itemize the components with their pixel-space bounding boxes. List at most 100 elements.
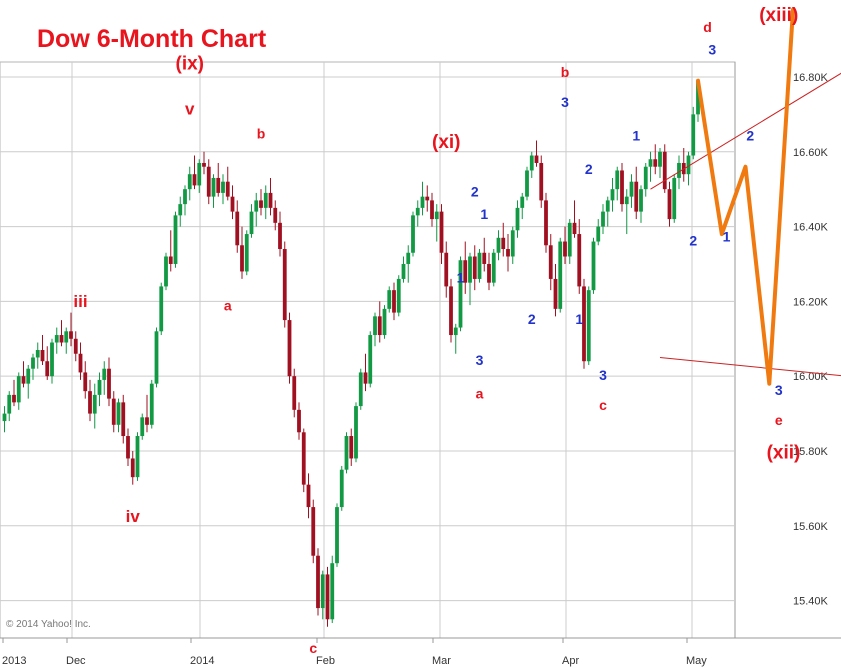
candle-body bbox=[377, 316, 382, 336]
candle bbox=[26, 364, 31, 399]
candle bbox=[425, 185, 430, 212]
candle bbox=[534, 140, 539, 167]
wave-label: 3 bbox=[708, 42, 716, 58]
candle-body bbox=[344, 436, 349, 470]
candle-body bbox=[610, 189, 615, 201]
candle-body bbox=[453, 327, 458, 336]
candle-body bbox=[567, 222, 572, 257]
candle-body bbox=[2, 413, 7, 422]
candle bbox=[634, 166, 639, 220]
candle bbox=[582, 278, 586, 369]
candle-body bbox=[40, 350, 45, 362]
candle-body bbox=[601, 211, 605, 227]
candle bbox=[529, 151, 534, 178]
candle bbox=[249, 204, 254, 238]
candle bbox=[40, 335, 45, 365]
candle-body bbox=[387, 290, 392, 309]
candle bbox=[510, 226, 515, 264]
candle-body bbox=[64, 331, 69, 343]
candle bbox=[539, 155, 544, 208]
candle bbox=[149, 379, 154, 429]
candle bbox=[206, 159, 211, 205]
candle bbox=[16, 372, 21, 410]
candle bbox=[349, 428, 354, 466]
wave-label: d bbox=[703, 19, 712, 35]
candle bbox=[292, 368, 297, 418]
candle-body bbox=[624, 196, 629, 205]
candle-body bbox=[449, 286, 453, 336]
candle bbox=[221, 174, 225, 205]
x-tick-label: 2014 bbox=[190, 655, 214, 667]
candle-body bbox=[316, 555, 320, 609]
candle bbox=[491, 249, 496, 287]
wave-label: 1 bbox=[575, 311, 583, 327]
candle-body bbox=[135, 436, 140, 478]
wave-label: a bbox=[476, 386, 484, 402]
candle-body bbox=[373, 316, 377, 336]
candle-body bbox=[525, 170, 529, 197]
candle bbox=[544, 192, 548, 253]
candle-body bbox=[183, 189, 187, 205]
candle bbox=[202, 151, 206, 175]
candle bbox=[567, 219, 572, 264]
candle-body bbox=[111, 398, 116, 425]
candle-body bbox=[202, 162, 206, 167]
candle bbox=[21, 361, 26, 388]
candle-body bbox=[420, 196, 425, 208]
candle bbox=[7, 391, 12, 422]
wave-labels: iiiiv(ix)vabc(x)(xi)2113a2b3213c12d312(x… bbox=[73, 5, 800, 656]
candle-body bbox=[458, 260, 463, 328]
candle bbox=[311, 499, 316, 564]
candle bbox=[548, 234, 553, 291]
candle-body bbox=[164, 256, 168, 287]
candle bbox=[306, 473, 311, 519]
candle bbox=[121, 394, 126, 444]
candle-body bbox=[83, 372, 88, 392]
candle bbox=[173, 211, 178, 268]
candle bbox=[316, 548, 320, 616]
candle-body bbox=[582, 286, 586, 362]
candle bbox=[406, 245, 411, 283]
candle bbox=[434, 204, 439, 242]
candle-body bbox=[16, 376, 21, 403]
candle bbox=[325, 566, 330, 627]
candle-body bbox=[69, 331, 73, 339]
candle-body bbox=[477, 252, 482, 279]
candle bbox=[615, 166, 620, 201]
candle-body bbox=[273, 207, 278, 223]
candle-body bbox=[520, 196, 525, 208]
candle-body bbox=[292, 376, 297, 410]
wave-label: c bbox=[599, 397, 607, 413]
candle bbox=[240, 226, 244, 279]
candle-body bbox=[287, 320, 292, 377]
candle-body bbox=[21, 376, 26, 384]
candle-body bbox=[7, 394, 12, 414]
candle-body bbox=[168, 256, 173, 264]
candle-body bbox=[553, 278, 558, 309]
candle-body bbox=[197, 162, 202, 186]
candle-body bbox=[244, 234, 249, 272]
candle bbox=[145, 394, 149, 433]
candle-body bbox=[358, 372, 363, 407]
candle bbox=[662, 144, 667, 193]
candle bbox=[225, 166, 230, 201]
candle-body bbox=[586, 290, 591, 362]
y-tick-label: 16.40K bbox=[793, 222, 829, 234]
candle-body bbox=[596, 226, 601, 242]
candle bbox=[297, 402, 301, 440]
candle bbox=[453, 323, 458, 354]
candle-body bbox=[130, 458, 135, 478]
wave-label: 2 bbox=[689, 232, 697, 248]
candle bbox=[601, 204, 605, 235]
wave-label: 2 bbox=[528, 311, 536, 327]
candle bbox=[643, 162, 648, 197]
wave-label: 3 bbox=[599, 367, 607, 383]
candle bbox=[164, 252, 168, 291]
candle bbox=[263, 185, 268, 220]
candle bbox=[273, 200, 278, 231]
wave-label: iii bbox=[73, 292, 87, 311]
candle-body bbox=[411, 215, 415, 253]
candle-body bbox=[149, 383, 154, 425]
candle-body bbox=[254, 200, 259, 212]
candle-body bbox=[88, 391, 92, 414]
